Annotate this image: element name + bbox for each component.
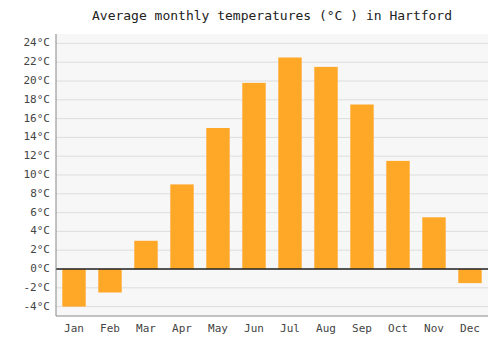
chart-container: Average monthly temperatures (°C ) in Ha… <box>0 0 500 350</box>
grid-line <box>56 62 488 63</box>
bar <box>242 83 265 269</box>
chart: Average monthly temperatures (°C ) in Ha… <box>0 0 500 350</box>
y-tick-label: -2°C <box>24 281 51 294</box>
grid-line <box>56 156 488 157</box>
bar <box>278 58 301 270</box>
grid-line <box>56 99 488 100</box>
y-tick-label: 2°C <box>30 243 50 256</box>
x-tick-label: Nov <box>424 322 444 335</box>
grid-line <box>56 269 488 270</box>
y-tick-label: 0°C <box>30 262 50 275</box>
bar <box>62 269 85 307</box>
y-tick-label: 20°C <box>24 74 51 87</box>
x-axis-line <box>56 316 488 317</box>
y-tick-label: 16°C <box>24 112 51 125</box>
x-tick-label: Aug <box>316 322 336 335</box>
y-axis-ticks: -4°C -2°C 0°C 2°C 4°C 6°C 8°C 10°C 12°C 14°C 16°C 1… <box>24 36 51 312</box>
y-tick-label: 4°C <box>30 224 50 237</box>
x-tick-label: Sep <box>352 322 372 335</box>
y-tick-label: 18°C <box>24 93 51 106</box>
bar <box>422 217 445 269</box>
bar <box>458 269 481 283</box>
y-tick-label: 14°C <box>24 130 51 143</box>
x-tick-label: Oct <box>388 322 408 335</box>
bar <box>134 241 157 269</box>
x-tick-label: Jun <box>244 322 264 335</box>
grid <box>56 43 488 306</box>
grid-line <box>56 212 488 213</box>
x-axis-ticks: Jan Feb Mar Apr May Jun Jul Aug Sep Oct Nov Dec <box>64 322 480 335</box>
bar <box>386 161 409 269</box>
bar <box>314 67 337 269</box>
y-tick-label: 24°C <box>24 36 51 49</box>
bar <box>350 105 373 270</box>
grid-line <box>56 137 488 138</box>
y-tick-label: -4°C <box>24 300 51 313</box>
x-tick-label: Mar <box>136 322 156 335</box>
bar <box>206 128 229 269</box>
x-tick-label: Jan <box>64 322 84 335</box>
grid-line <box>56 306 488 307</box>
zero-line <box>56 268 488 270</box>
y-tick-label: 22°C <box>24 55 51 68</box>
x-tick-label: Apr <box>172 322 192 335</box>
y-tick-label: 10°C <box>24 168 51 181</box>
x-tick-label: Jul <box>280 322 300 335</box>
grid-line <box>56 43 488 44</box>
y-tick-label: 6°C <box>30 206 50 219</box>
grid-line <box>56 193 488 194</box>
plot-background <box>56 34 488 316</box>
grid-line <box>56 118 488 119</box>
x-tick-label: May <box>208 322 228 335</box>
x-tick-label: Dec <box>460 322 480 335</box>
grid-line <box>56 175 488 176</box>
bar <box>170 184 193 269</box>
title: Average monthly temperatures (°C ) in Ha… <box>92 8 452 23</box>
grid-line <box>56 81 488 82</box>
y-axis-line <box>56 34 57 316</box>
y-tick-label: 12°C <box>24 149 51 162</box>
y-tick-label: 8°C <box>30 187 50 200</box>
x-tick-label: Feb <box>100 322 120 335</box>
bar <box>98 269 121 293</box>
